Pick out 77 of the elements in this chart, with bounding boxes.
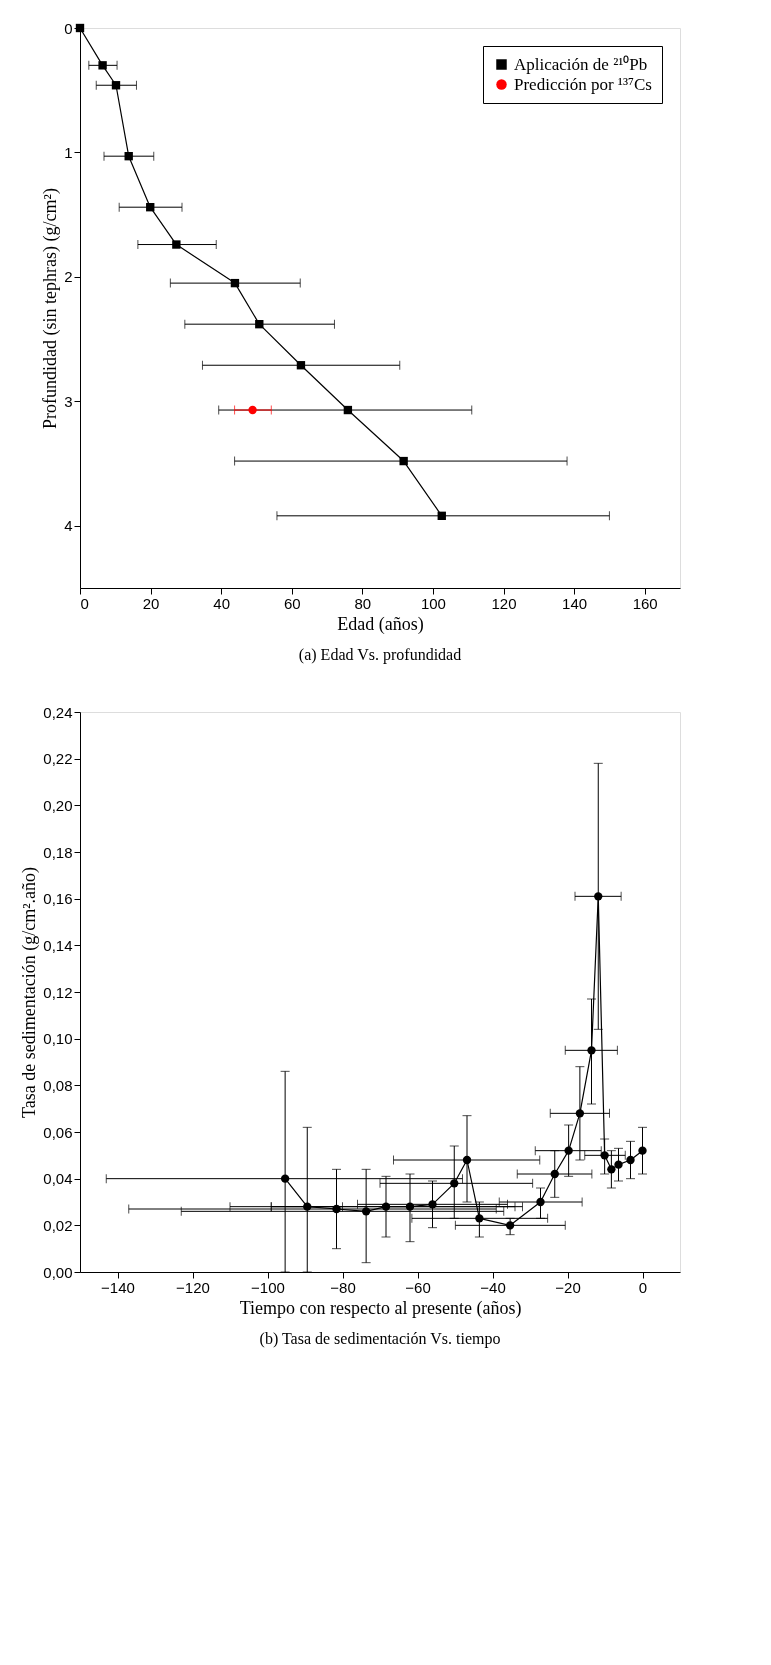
x-tick-label: −80: [330, 1278, 356, 1296]
point: [172, 240, 181, 249]
text: (b) Tasa de sedimentación Vs. tiempo: [259, 1330, 501, 1348]
x-tick-label: 100: [420, 594, 446, 612]
x-tick-label: 60: [283, 594, 301, 612]
x-tick-label: 40: [213, 594, 231, 612]
y-tick-label: 2: [64, 268, 73, 286]
x-tick-label: 20: [142, 594, 160, 612]
x-tick-label: 140: [562, 594, 588, 612]
legend-label: Predicción por ¹³⁷Cs: [514, 74, 652, 94]
y-tick-label: 0,24: [43, 703, 73, 721]
point: [626, 1155, 635, 1165]
point: [124, 151, 133, 161]
y-tick-label: 0,08: [43, 1076, 73, 1094]
y-tick-label: 1: [64, 143, 73, 161]
x-tick-label: −120: [176, 1278, 210, 1296]
point: [594, 892, 603, 901]
point: [614, 1160, 623, 1169]
y-tick-label: 0,10: [43, 1030, 73, 1048]
point: [280, 1174, 290, 1183]
point: [98, 61, 107, 70]
x-tick-label: 0: [638, 1278, 648, 1296]
point: [303, 1202, 312, 1211]
y-tick-label: 0,04: [43, 1170, 73, 1188]
point: [564, 1146, 573, 1155]
y-tick-label: 0,16: [43, 890, 73, 908]
point: [600, 1151, 609, 1160]
x-tick-label: 120: [491, 594, 517, 612]
point: [536, 1197, 545, 1207]
y-tick-label: 0: [64, 19, 73, 37]
y-tick-label: 0,02: [43, 1216, 73, 1234]
point: [343, 405, 353, 415]
y-axis-title: Profundidad (sin tephras) (g/cm²): [40, 188, 62, 429]
point: [230, 278, 240, 288]
x-tick-label: 0: [80, 594, 89, 612]
point: [475, 1214, 484, 1223]
point: [462, 1155, 472, 1165]
x-tick-label: 160: [632, 594, 658, 612]
point: [381, 1202, 391, 1211]
point: [550, 1169, 559, 1179]
x-axis-title: Edad (años): [337, 613, 424, 635]
x-axis-title: Tiempo con respecto al presente (años): [239, 1297, 522, 1319]
point: [361, 1207, 371, 1216]
point: [607, 1165, 616, 1174]
point: [399, 456, 408, 466]
point: [450, 1179, 459, 1188]
point: [437, 511, 446, 521]
y-tick-label: 3: [64, 392, 73, 410]
point: [505, 1221, 515, 1230]
x-tick-label: −20: [555, 1278, 581, 1296]
point: [146, 203, 155, 212]
point: [248, 405, 257, 415]
point: [587, 1046, 596, 1055]
x-tick-label: −40: [480, 1278, 506, 1296]
y-tick-label: 0,14: [43, 936, 73, 954]
point: [638, 1146, 647, 1155]
x-tick-label: −140: [101, 1278, 135, 1296]
point: [296, 361, 306, 370]
point: [111, 81, 121, 90]
x-tick-label: −100: [251, 1278, 285, 1296]
x-tick-label: 80: [354, 594, 372, 612]
y-tick-label: 0,20: [43, 796, 73, 814]
legend-label: Aplicación de ²¹⁰Pb: [514, 54, 648, 74]
point: [405, 1202, 415, 1211]
y-tick-label: 0,18: [43, 843, 73, 861]
point: [428, 1200, 437, 1209]
point: [255, 319, 264, 329]
y-tick-label: 0,06: [43, 1123, 73, 1141]
y-tick-label: 0,12: [43, 983, 73, 1001]
point: [575, 1109, 585, 1118]
text: (a) Edad Vs. profundidad: [298, 646, 462, 664]
y-tick-label: 4: [64, 517, 73, 535]
y-tick-label: 0,22: [43, 750, 73, 768]
y-axis-title: Tasa de sedimentación (g/cm².año): [19, 866, 41, 1119]
x-tick-label: −60: [405, 1278, 431, 1296]
y-tick-label: 0,00: [43, 1263, 73, 1281]
point: [332, 1204, 341, 1214]
